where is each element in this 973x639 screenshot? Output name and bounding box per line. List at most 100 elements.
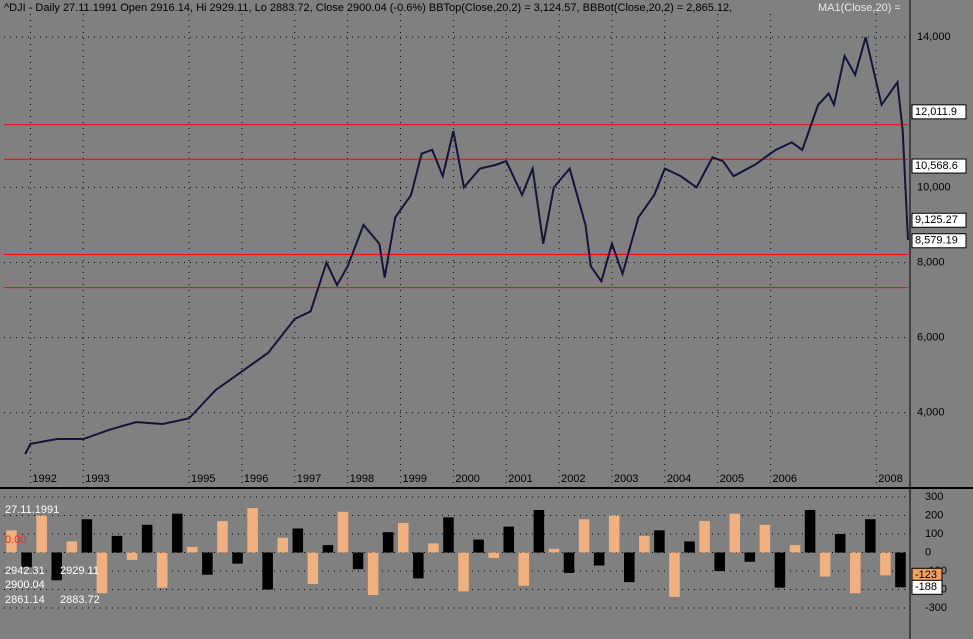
info-label: 0.00 — [5, 534, 26, 546]
info-label: 2883.72 — [60, 594, 100, 606]
oscillator-bar — [593, 552, 605, 566]
oscillator-bar — [6, 530, 17, 553]
oscillator-bar — [367, 552, 379, 596]
oscillator-bar — [171, 513, 183, 553]
oscillator-bar — [126, 552, 138, 560]
last-value-label: -123 — [915, 569, 937, 581]
oscillator-bar — [699, 521, 710, 553]
oscillator-bar — [849, 552, 861, 594]
oscillator-bar — [51, 552, 63, 581]
x-tick-label: 2003 — [614, 473, 638, 485]
oscillator-bar — [232, 552, 243, 564]
price-label: 8,579.19 — [915, 235, 958, 247]
oscillator-bar — [804, 509, 816, 553]
oscillator-bar — [66, 541, 78, 553]
oscillator-bar — [623, 552, 635, 583]
price-label: 9,125.27 — [915, 214, 958, 226]
oscillator-bar — [880, 552, 891, 576]
oscillator-bar — [292, 528, 304, 553]
y-tick-label: 200 — [925, 509, 943, 521]
oscillator-bar — [503, 526, 515, 553]
x-tick-label: 1997 — [297, 473, 321, 485]
oscillator-bar — [533, 509, 545, 553]
x-tick-label: 2006 — [773, 473, 797, 485]
oscillator-bar — [729, 513, 741, 553]
oscillator-bar — [141, 524, 153, 553]
oscillator-bar — [834, 534, 846, 553]
oscillator-bar — [307, 552, 319, 584]
oscillator-bar — [789, 545, 801, 553]
oscillator-bar — [352, 552, 364, 570]
oscillator-bar — [578, 519, 590, 553]
info-label: 27.11.1991 — [5, 504, 59, 516]
oscillator-bar — [397, 522, 409, 553]
info-label: 2942.31 — [5, 565, 45, 577]
y-tick-label: 10,000 — [917, 181, 951, 193]
oscillator-bar — [21, 552, 32, 568]
oscillator-bar — [262, 552, 273, 590]
oscillator-bar — [819, 552, 831, 577]
oscillator-bar — [458, 552, 469, 592]
oscillator-bar — [36, 515, 47, 553]
x-tick-label: 1993 — [85, 473, 109, 485]
price-label: 10,568.6 — [915, 160, 958, 172]
y-tick-label: 100 — [925, 528, 943, 540]
x-tick-label: 2005 — [720, 473, 744, 485]
oscillator-bar — [684, 541, 695, 553]
oscillator-bar — [744, 552, 756, 562]
oscillator-bar — [865, 519, 876, 553]
y-tick-label: 0 — [925, 546, 931, 558]
oscillator-bar — [518, 552, 530, 586]
x-tick-label: 1995 — [191, 473, 215, 485]
price-label-box — [911, 233, 967, 249]
oscillator-bar — [669, 552, 680, 597]
price-label-box — [911, 212, 967, 228]
last-value-label: -188 — [915, 581, 937, 593]
y-tick-label: 6,000 — [917, 332, 945, 344]
y-tick-label: 8,000 — [917, 256, 945, 268]
x-tick-label: 1996 — [244, 473, 268, 485]
info-label: 2929.11 — [60, 565, 99, 577]
x-tick-label: 2000 — [455, 473, 479, 485]
last-value-box — [911, 579, 943, 595]
oscillator-bar — [111, 535, 123, 553]
x-tick-label: 1998 — [350, 473, 374, 485]
x-tick-label: 2001 — [508, 473, 532, 485]
x-tick-label: 1992 — [32, 473, 56, 485]
oscillator-bar — [654, 530, 665, 553]
oscillator-bar — [81, 519, 93, 553]
oscillator-bar — [382, 532, 394, 553]
oscillator-bar — [563, 552, 575, 573]
price-label-box — [911, 104, 967, 120]
oscillator-bar — [639, 535, 650, 553]
oscillator-bar — [337, 511, 349, 553]
y-tick-label: -300 — [925, 602, 947, 614]
oscillator-bar — [714, 552, 725, 572]
oscillator-bar — [322, 545, 334, 553]
y-tick-label: 14,000 — [917, 31, 951, 43]
oscillator-bar — [96, 552, 108, 594]
oscillator-bar — [548, 548, 560, 553]
y-tick-label: 300 — [925, 491, 943, 503]
oscillator-bar — [277, 537, 289, 553]
oscillator-bar — [488, 552, 499, 559]
oscillator-bar — [759, 524, 771, 553]
chart-title: ^DJI - Daily 27.11.1991 Open 2916.14, Hi… — [4, 2, 732, 14]
info-label: 2861.14 — [5, 594, 45, 606]
x-tick-label: 1999 — [402, 473, 426, 485]
oscillator-bar — [443, 517, 454, 553]
x-tick-label: 2004 — [667, 473, 691, 485]
x-tick-label: 2002 — [561, 473, 585, 485]
chart-subtitle: MA1(Close,20) = — [818, 2, 901, 14]
oscillator-bar — [247, 508, 258, 553]
oscillator-bar — [473, 539, 484, 553]
oscillator-bar — [187, 546, 198, 553]
oscillator-bar — [202, 552, 213, 575]
oscillator-bar — [413, 552, 424, 579]
oscillator-bar — [156, 552, 168, 588]
oscillator-bar — [428, 543, 439, 553]
price-label-box — [911, 158, 967, 174]
info-label: 2900.04 — [5, 579, 45, 591]
